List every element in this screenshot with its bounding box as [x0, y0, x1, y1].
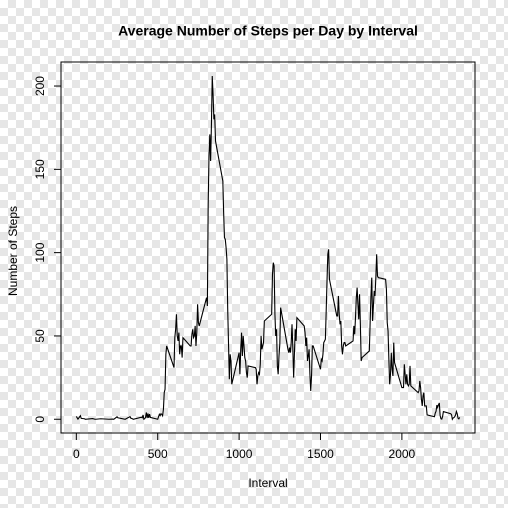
x-tick-label: 1000	[226, 447, 253, 461]
y-axis-label: Number of Steps	[6, 206, 20, 296]
x-axis-label: Interval	[248, 476, 287, 490]
y-tick-label: 100	[33, 242, 47, 262]
x-tick-label: 1500	[307, 447, 334, 461]
x-tick-label: 0	[73, 447, 80, 461]
data-line	[75, 76, 461, 421]
x-tick-label: 2000	[389, 447, 416, 461]
y-tick-label: 0	[33, 416, 47, 423]
x-tick-label: 500	[148, 447, 168, 461]
y-tick-label: 50	[33, 329, 47, 343]
y-tick-label: 150	[33, 159, 47, 179]
y-tick-label: 200	[33, 76, 47, 96]
plot-frame	[60, 61, 476, 434]
chart-title: Average Number of Steps per Day by Inter…	[118, 23, 418, 39]
